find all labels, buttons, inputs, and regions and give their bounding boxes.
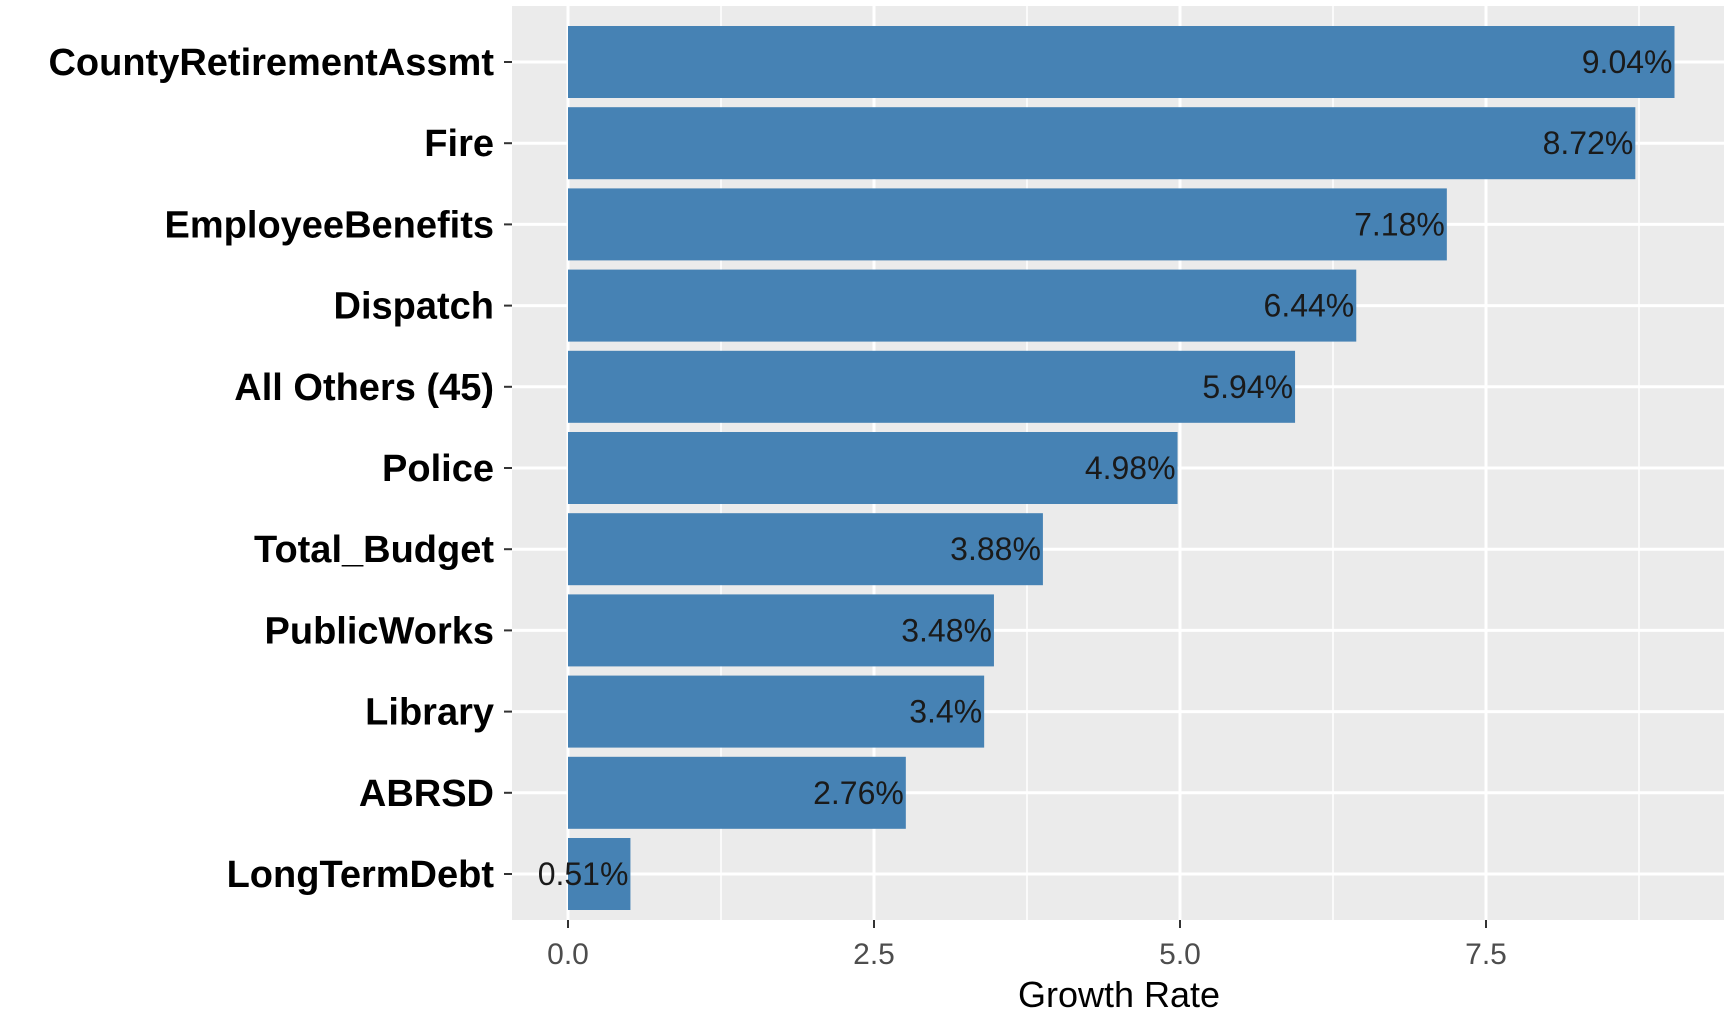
bar bbox=[568, 188, 1447, 261]
category-label: Dispatch bbox=[334, 286, 494, 328]
data-label: 0.51% bbox=[538, 856, 629, 892]
bar bbox=[568, 838, 631, 910]
x-axis-title: Growth Rate bbox=[1018, 974, 1220, 1013]
x-tick-label: 0.0 bbox=[547, 938, 589, 971]
data-label: 7.18% bbox=[1354, 206, 1445, 242]
value-labels: 9.04% 8.72% 7.18% 6.44% 5.94% 4.98% 3.88% 3.48%… bbox=[538, 44, 1673, 892]
category-label: Police bbox=[382, 448, 494, 490]
data-label: 3.48% bbox=[901, 612, 992, 648]
data-label: 3.4% bbox=[909, 694, 982, 730]
data-label: 5.94% bbox=[1202, 369, 1293, 405]
bar bbox=[568, 107, 1636, 180]
category-label: Total_Budget bbox=[254, 529, 494, 571]
category-label: Library bbox=[365, 692, 494, 734]
data-label: 8.72% bbox=[1543, 125, 1634, 161]
x-axis: 0.0 2.5 5.0 7.5 bbox=[547, 920, 1507, 971]
data-label: 6.44% bbox=[1264, 288, 1355, 324]
bar bbox=[568, 350, 1296, 423]
data-label: 2.76% bbox=[813, 775, 904, 811]
bar bbox=[568, 513, 1043, 586]
x-tick-label: 7.5 bbox=[1465, 938, 1507, 971]
bar bbox=[568, 269, 1357, 342]
category-label: PublicWorks bbox=[265, 610, 494, 652]
bar bbox=[568, 675, 985, 748]
category-label: LongTermDebt bbox=[227, 854, 495, 896]
bar bbox=[568, 432, 1178, 504]
bar bbox=[568, 26, 1675, 98]
category-label: Fire bbox=[424, 123, 494, 165]
data-label: 9.04% bbox=[1582, 44, 1673, 80]
data-label: 4.98% bbox=[1085, 450, 1176, 486]
bar bbox=[568, 756, 906, 829]
x-tick-label: 2.5 bbox=[853, 938, 895, 971]
data-label: 3.88% bbox=[950, 531, 1041, 567]
category-label: All Others (45) bbox=[234, 367, 494, 409]
bar bbox=[568, 594, 994, 667]
category-label: ABRSD bbox=[359, 773, 494, 815]
bars bbox=[568, 26, 1675, 910]
x-tick-label: 5.0 bbox=[1159, 938, 1201, 971]
category-label: EmployeeBenefits bbox=[165, 204, 494, 246]
y-axis: CountyRetirementAssmt Fire EmployeeBenefit… bbox=[48, 42, 512, 896]
category-label: CountyRetirementAssmt bbox=[48, 42, 494, 84]
